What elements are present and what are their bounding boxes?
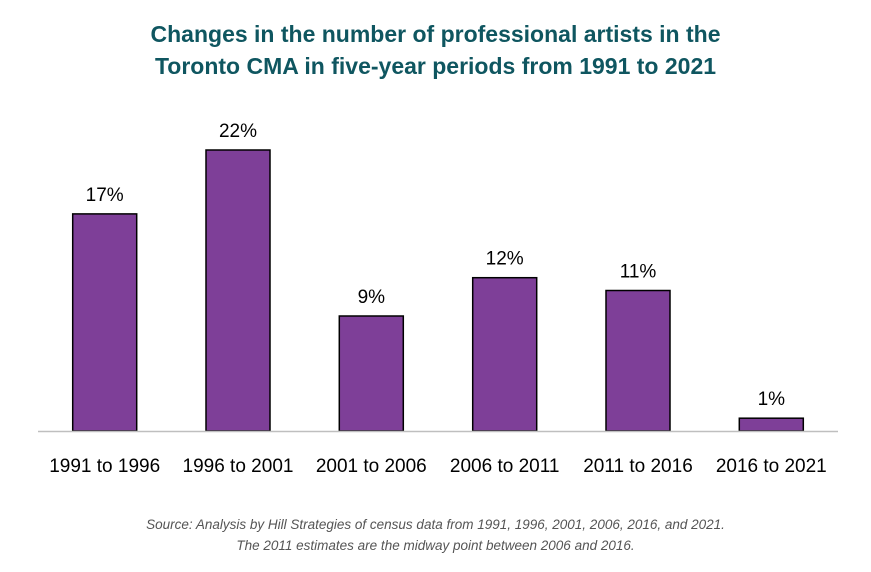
data-label: 12% [486, 249, 524, 270]
chart-title-line-2: Toronto CMA in five-year periods from 19… [154, 53, 717, 79]
data-label: 11% [620, 262, 657, 283]
data-label: 17% [86, 185, 124, 206]
bar-2011-to-2016 [605, 289, 671, 432]
source-note-line-2: The 2011 estimates are the midway point … [236, 538, 635, 553]
chart-title-line-1: Changes in the number of professional ar… [150, 21, 721, 47]
bar-1991-to-1996 [71, 213, 138, 432]
data-label: 1% [758, 389, 786, 410]
data-label: 22% [219, 121, 257, 142]
bar-2001-to-2006 [338, 315, 405, 432]
x-tick-label: 1991 to 1996 [49, 456, 160, 477]
data-label: 9% [358, 287, 386, 308]
bar-1996-to-2001 [205, 149, 271, 432]
x-tick-label: 2006 to 2011 [450, 456, 560, 477]
chart-title: Changes in the number of professional ar… [0, 18, 871, 82]
x-tick-label: 2001 to 2006 [316, 456, 427, 477]
x-tick-label: 1996 to 2001 [183, 456, 294, 477]
bar-2016-to-2021 [738, 417, 805, 432]
source-note-line-1: Source: Analysis by Hill Strategies of c… [146, 517, 725, 532]
x-tick-label: 2016 to 2021 [716, 456, 827, 477]
bar-2006-to-2011 [471, 276, 538, 432]
source-note: Source: Analysis by Hill Strategies of c… [0, 514, 871, 556]
x-tick-label: 2011 to 2016 [583, 456, 693, 477]
